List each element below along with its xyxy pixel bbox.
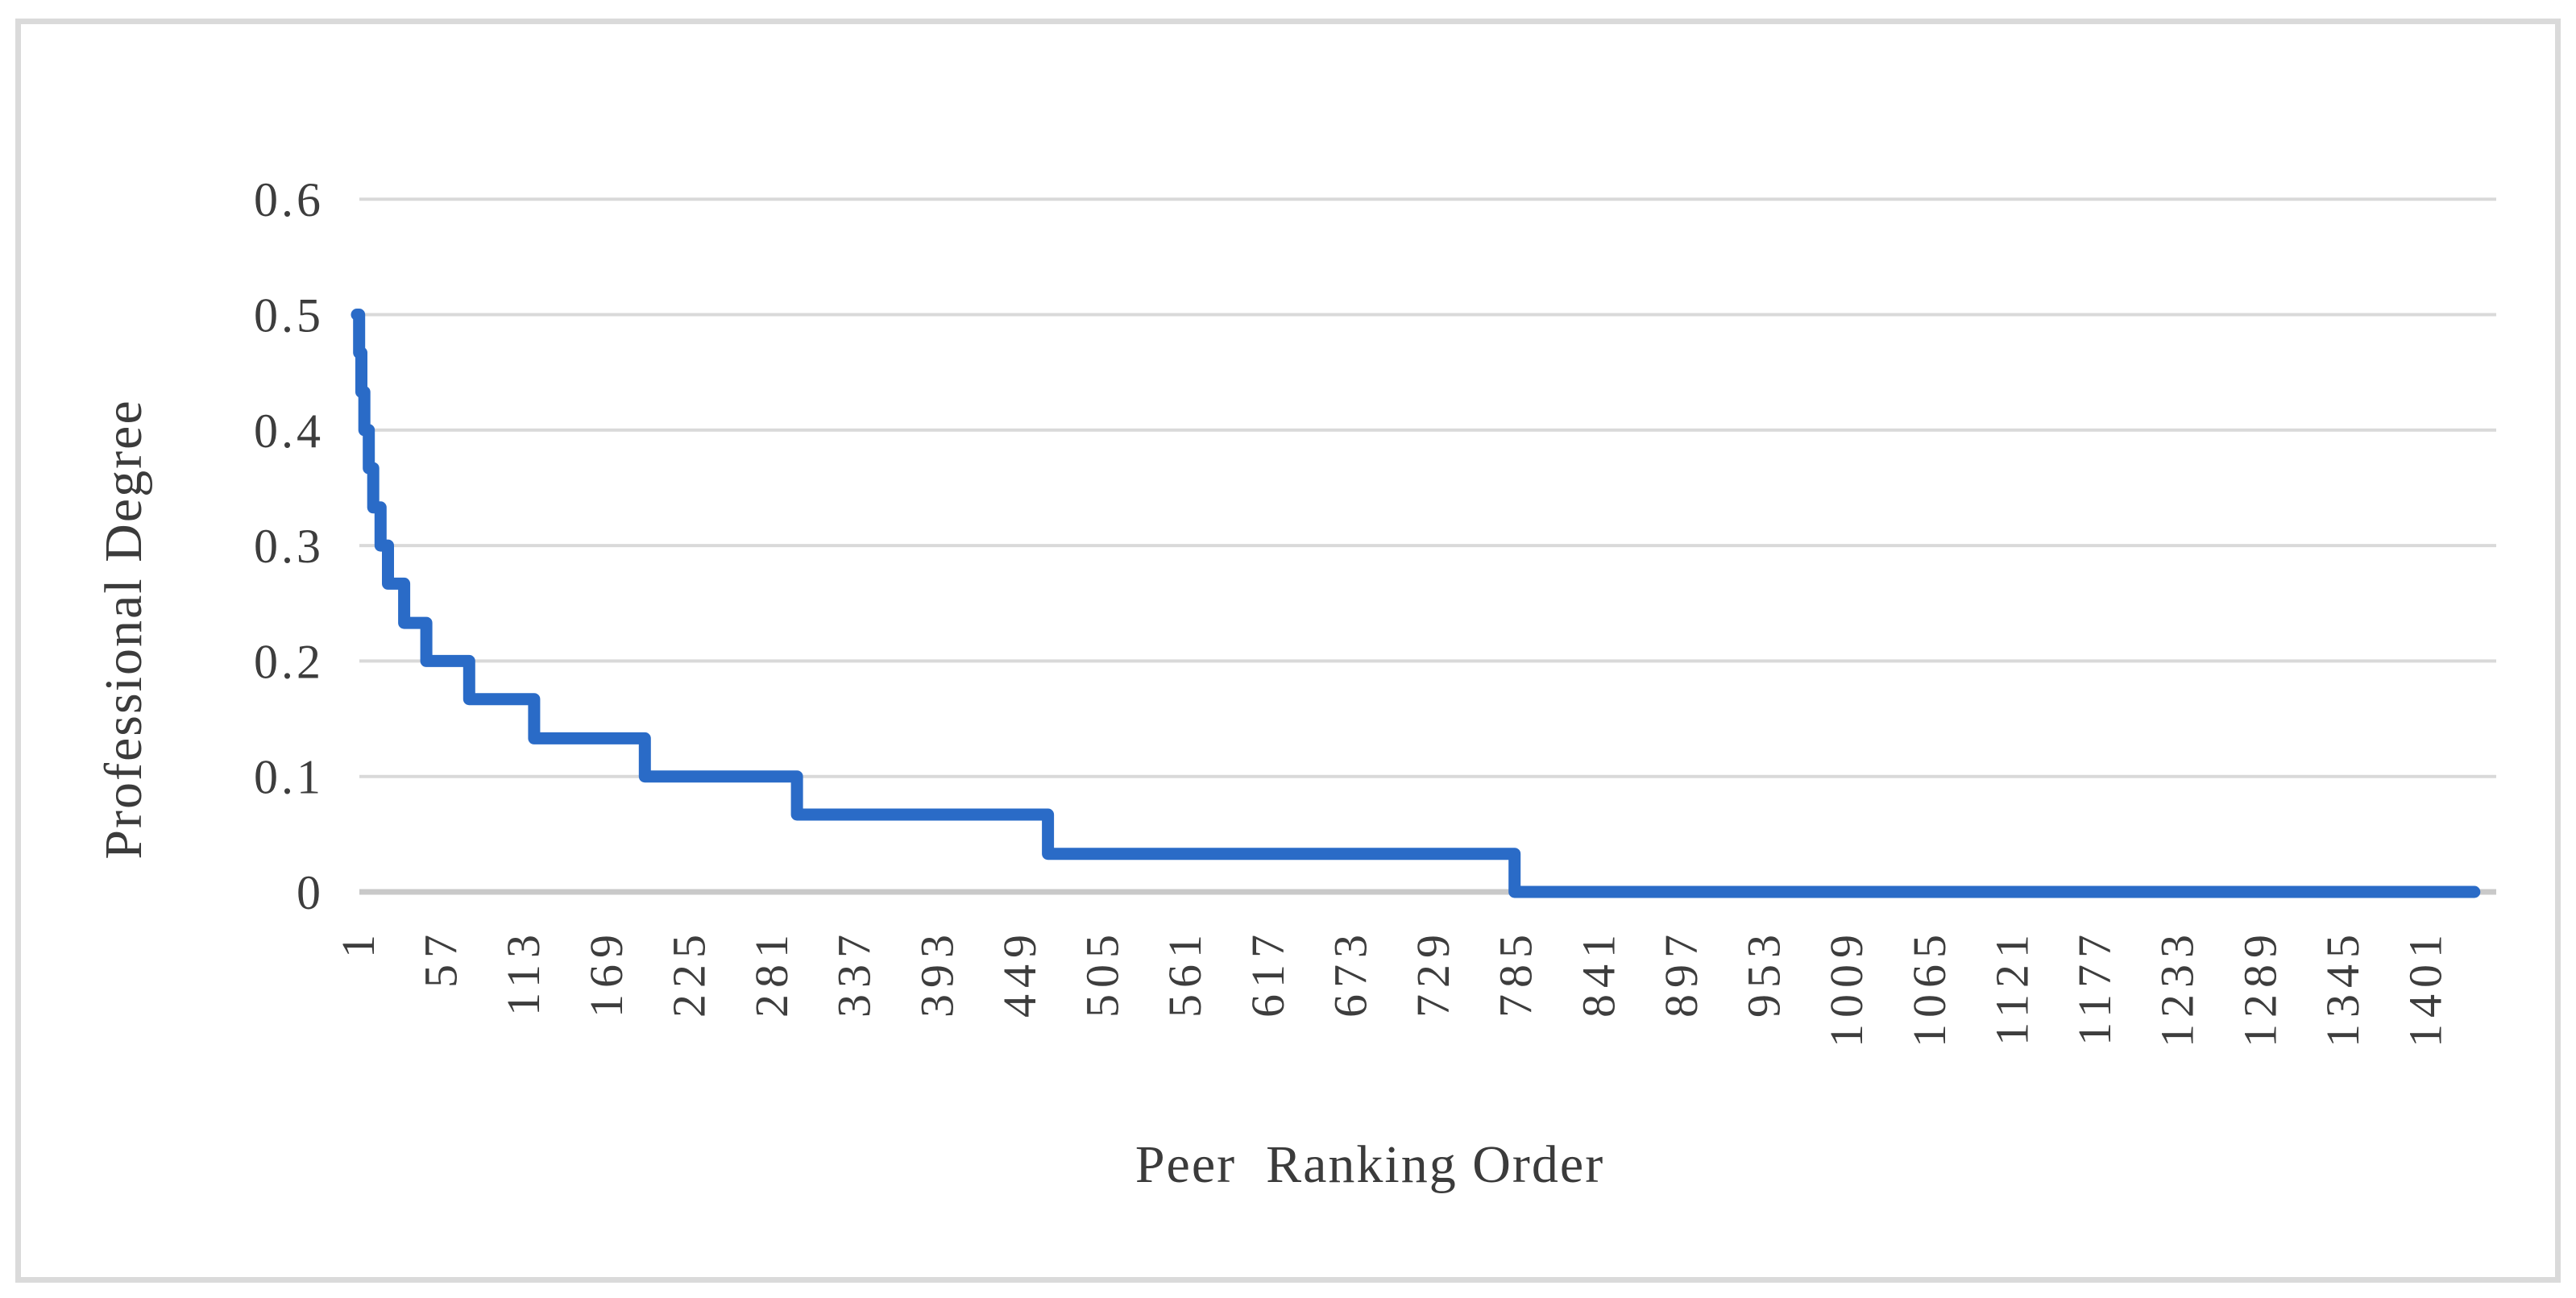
x-axis-tick-labels: 1 57 113 169 225 281 337 393 449 505 561 617 673 729 7… (332, 928, 2452, 1047)
y-tick-label: 0.2 (254, 635, 324, 688)
series-line (351, 309, 2481, 898)
x-tick-label: 729 (1407, 928, 1459, 1018)
y-tick-label: 0.5 (254, 289, 324, 342)
y-axis-tick-labels: 0.6 0.5 0.4 0.3 0.2 0.1 0 (254, 173, 324, 919)
y-tick-label: 0.1 (254, 751, 324, 804)
x-tick-label: 1345 (2317, 928, 2369, 1047)
x-tick-label: 561 (1159, 928, 1211, 1018)
x-tick-label: 1401 (2400, 928, 2452, 1047)
x-tick-label: 449 (993, 928, 1046, 1018)
x-tick-label: 281 (745, 928, 798, 1018)
x-tick-label: 1233 (2151, 928, 2204, 1047)
x-tick-label: 673 (1324, 928, 1376, 1018)
x-tick-label: 393 (911, 928, 963, 1018)
x-tick-label: 57 (415, 928, 467, 988)
professional-degree-step-line (351, 309, 2481, 898)
y-tick-label: 0 (297, 866, 324, 919)
x-tick-label: 337 (828, 928, 881, 1018)
y-axis-title: Professional Degree (94, 399, 153, 860)
x-tick-label: 841 (1572, 928, 1624, 1018)
x-axis-title: Peer Ranking Order (1135, 1135, 1605, 1194)
x-tick-label: 1289 (2234, 928, 2286, 1047)
x-tick-label: 1065 (1903, 928, 1956, 1047)
x-tick-label: 617 (1242, 928, 1294, 1018)
horizontal-gridlines (359, 197, 2496, 894)
y-tick-label: 0.4 (254, 404, 324, 458)
x-tick-label: 505 (1076, 928, 1129, 1018)
x-tick-label: 1 (332, 928, 384, 958)
x-tick-label: 1009 (1820, 928, 1873, 1047)
y-tick-label: 0.6 (254, 173, 324, 226)
x-tick-label: 1121 (1985, 928, 2038, 1046)
x-tick-label: 113 (497, 928, 550, 1016)
x-tick-label: 897 (1655, 928, 1707, 1018)
x-tick-label: 785 (1490, 928, 1542, 1018)
figure-border (15, 19, 2561, 1283)
y-tick-label: 0.3 (254, 520, 324, 573)
x-tick-label: 169 (580, 928, 633, 1018)
x-tick-label: 225 (662, 928, 715, 1018)
x-tick-label: 953 (1738, 928, 1790, 1018)
x-tick-label: 1177 (2068, 928, 2121, 1046)
